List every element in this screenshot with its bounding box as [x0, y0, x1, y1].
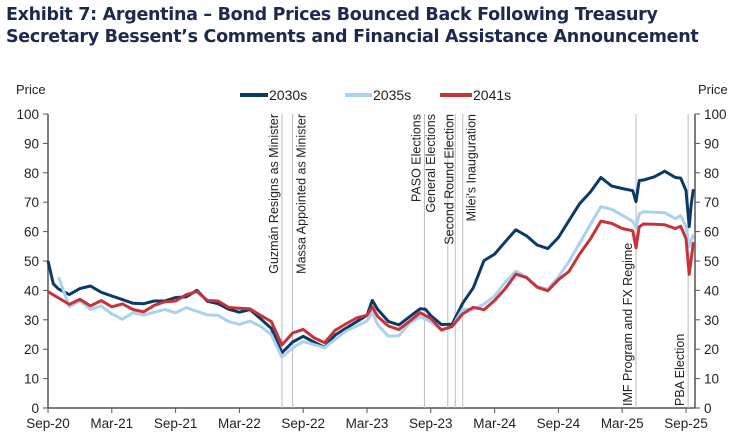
y-tick-label-left: 100: [16, 107, 39, 122]
y-tick-label-right: 80: [704, 166, 719, 181]
y-tick-label-left: 0: [31, 401, 39, 416]
event-label: PBA Election: [673, 334, 687, 406]
event-label: General Elections: [424, 114, 438, 213]
event-label: Massa Appointed as Minister: [295, 114, 309, 274]
y-tick-label-right: 20: [704, 342, 719, 357]
y-tick-label-right: 10: [704, 372, 719, 387]
y-tick-label-left: 90: [24, 136, 39, 151]
x-tick-label: Sep-20: [26, 416, 70, 431]
x-tick-label: Mar-22: [218, 416, 261, 431]
x-tick-label: Mar-24: [473, 416, 516, 431]
y-tick-label-right: 90: [704, 136, 719, 151]
y-tick-label-left: 50: [24, 254, 39, 269]
x-tick-label: Sep-24: [537, 416, 581, 431]
event-label: Milei's Inauguration: [465, 114, 479, 221]
y-tick-label-right: 50: [704, 254, 719, 269]
y-tick-label-right: 60: [704, 225, 719, 240]
x-tick-label: Sep-25: [664, 416, 708, 431]
series-line-2035s: [57, 205, 695, 359]
series-line-2041s: [47, 219, 695, 347]
y-tick-label-right: 100: [704, 107, 727, 122]
y-tick-label-left: 60: [24, 225, 39, 240]
legend-label-2035s: 2035s: [373, 87, 411, 103]
x-tick-label: Sep-21: [154, 416, 198, 431]
y-tick-label-left: 20: [24, 342, 39, 357]
y-tick-label-left: 70: [24, 195, 39, 210]
legend-label-2041s: 2041s: [473, 87, 511, 103]
y-tick-label-right: 40: [704, 283, 719, 298]
y-tick-label-right: 70: [704, 195, 719, 210]
x-tick-label: Mar-21: [90, 416, 133, 431]
y-axis-label-right: Price: [698, 82, 728, 97]
y-tick-label-left: 40: [24, 283, 39, 298]
x-tick-label: Sep-22: [281, 416, 325, 431]
y-tick-label-left: 80: [24, 166, 39, 181]
y-tick-label-left: 30: [24, 313, 39, 328]
event-label: Guzmán Resigns as Minister: [267, 114, 281, 274]
legend-label-2030s: 2030s: [269, 87, 307, 103]
y-tick-label-right: 0: [704, 401, 712, 416]
chart-title: Exhibit 7: Argentina – Bond Prices Bounc…: [6, 5, 699, 47]
x-tick-label: Sep-23: [409, 416, 453, 431]
x-tick-label: Mar-25: [601, 416, 644, 431]
event-label: IMF Program and FX Regime: [621, 243, 635, 406]
series-line-2030s: [46, 169, 695, 355]
y-tick-label-left: 10: [24, 372, 39, 387]
event-label: PASO Elections: [409, 114, 423, 202]
event-label: Second Round Election: [442, 114, 456, 245]
y-tick-label-right: 30: [704, 313, 719, 328]
x-tick-label: Mar-23: [346, 416, 389, 431]
y-axis-label-left: Price: [16, 82, 46, 97]
